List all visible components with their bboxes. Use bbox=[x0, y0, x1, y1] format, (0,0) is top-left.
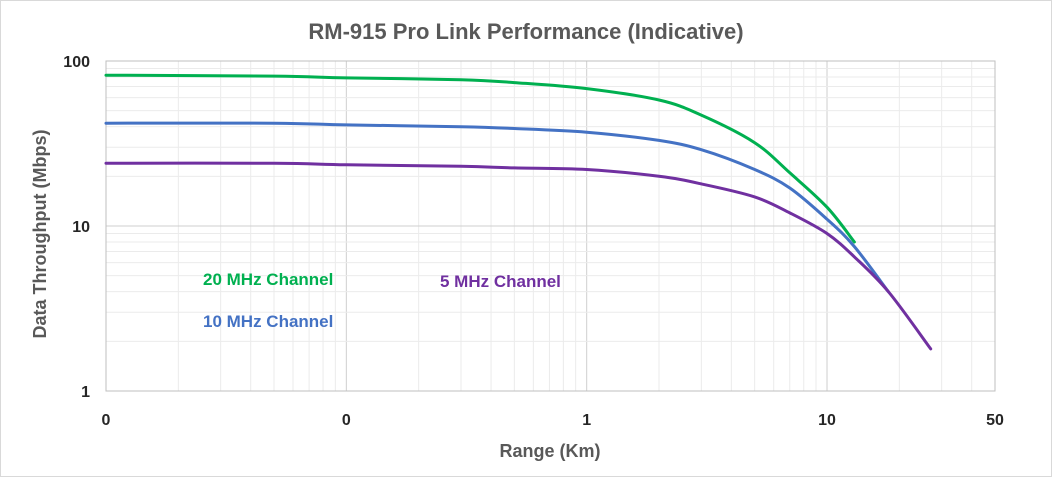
x-tick-label: 0 bbox=[342, 412, 351, 429]
series-lines bbox=[104, 73, 933, 351]
series-line-2 bbox=[104, 161, 933, 351]
plot-area bbox=[105, 60, 996, 392]
chart-title: RM-915 Pro Link Performance (Indicative) bbox=[308, 19, 743, 44]
x-tick-labels: 0 0 1 10 50 bbox=[102, 412, 1004, 429]
x-tick-label: 10 bbox=[818, 412, 836, 429]
x-axis-title: Range (Km) bbox=[499, 441, 600, 461]
series-label-20mhz: 20 MHz Channel bbox=[203, 270, 333, 289]
y-tick-label: 10 bbox=[72, 219, 90, 236]
series-label-10mhz: 10 MHz Channel bbox=[203, 312, 333, 331]
grid-lines bbox=[105, 61, 996, 392]
y-tick-label: 1 bbox=[81, 384, 90, 401]
series-line-0 bbox=[104, 73, 856, 244]
y-tick-label: 100 bbox=[63, 54, 90, 71]
series-line-1 bbox=[104, 121, 890, 294]
series-label-5mhz: 5 MHz Channel bbox=[440, 272, 561, 291]
y-tick-labels: 100 10 1 bbox=[63, 54, 90, 401]
x-tick-label: 1 bbox=[582, 412, 591, 429]
y-axis-title: Data Throughput (Mbps) bbox=[30, 130, 50, 339]
x-tick-label: 0 bbox=[102, 412, 111, 429]
x-tick-label: 50 bbox=[986, 412, 1004, 429]
